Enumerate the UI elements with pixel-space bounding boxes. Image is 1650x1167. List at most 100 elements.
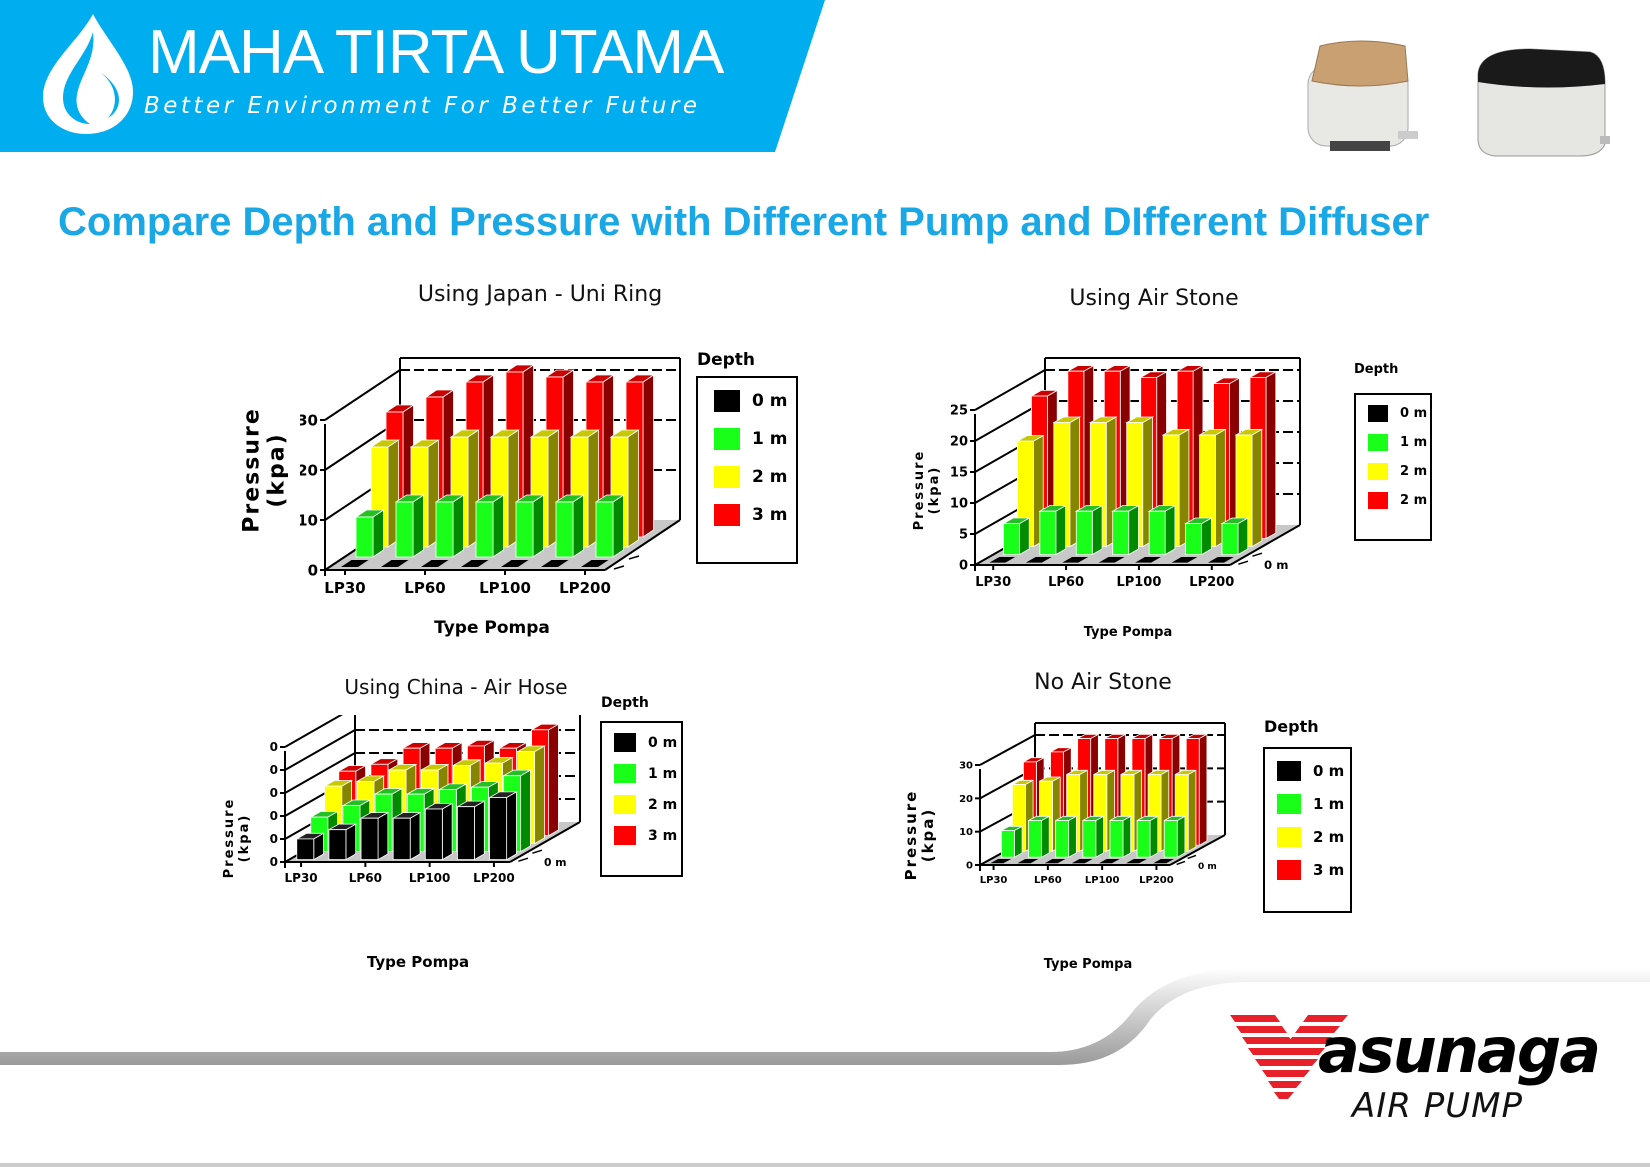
bar-0m-floor-tile <box>1153 859 1174 864</box>
legend-item: 2 m <box>714 466 796 488</box>
x-tick-label: LP60 <box>1048 575 1084 590</box>
y-tick-label: 10 <box>270 832 278 846</box>
bar-chart-no-air-stone: 0 10 20 30 0 m LP30 LP60 LP100 LP200 <box>959 722 1226 886</box>
chart-title: No Air Stone <box>1034 670 1172 695</box>
x-tick-label: LP100 <box>1116 575 1161 590</box>
legend-label: 0 m <box>1400 406 1428 421</box>
bar-1m <box>395 501 414 558</box>
brand-name: MAHA TIRTA UTAMA <box>148 18 724 87</box>
bar-1m <box>1148 510 1166 555</box>
x-tick-label: LP200 <box>1189 575 1234 590</box>
y-axis-label-line: (kpa) <box>237 813 252 863</box>
bar-0m-floor-tile <box>1171 557 1198 563</box>
bar-0m-floor-tile <box>501 560 529 567</box>
legend-label: 1 m <box>752 429 788 449</box>
bar-2m-side <box>1187 769 1197 852</box>
depth-axis <box>509 821 581 863</box>
bar-1m <box>595 501 614 558</box>
bar-0m-floor-tile <box>1135 557 1161 563</box>
bar-1m-side <box>1201 517 1212 556</box>
bar-1m-side <box>1176 815 1186 858</box>
legend-swatch <box>1368 492 1388 509</box>
side-wall-line <box>284 729 356 771</box>
bar-chart-china-air-hose: 0 10 20 30 40 50 0 m LP30 LP60 LP100 LP200 <box>270 715 581 885</box>
pump-image-small <box>1307 40 1418 151</box>
side-wall-line <box>324 369 401 421</box>
bar-2m-side <box>1251 428 1263 548</box>
legend-label: 0 m <box>648 734 678 751</box>
legend-item: 2 m <box>1277 827 1350 847</box>
bar-chart-air-stone: 0 5 10 15 20 25 0 m LP30 LP60 LP100 LP200 <box>950 357 1301 590</box>
header-banner <box>0 0 825 152</box>
yasunaga-logo-icon <box>1230 1015 1348 1099</box>
bar-1m <box>1112 510 1130 555</box>
legend-item: 1 m <box>714 428 796 450</box>
depth-tick <box>628 555 640 560</box>
legend-title: Depth <box>697 350 756 370</box>
bar-1m-side <box>1055 504 1067 556</box>
y-tick-label: 40 <box>270 763 278 777</box>
legend-label: 1 m <box>1400 435 1428 450</box>
bar-1m <box>1028 820 1042 858</box>
bar-0m <box>392 817 411 860</box>
bar-1m <box>515 501 534 558</box>
bar-0m <box>360 817 379 860</box>
legend-swatch <box>1368 463 1388 480</box>
bar-0m-floor-tile <box>1098 859 1120 864</box>
x-axis-label: Type Pompa <box>1043 957 1133 972</box>
bar-1m <box>475 501 494 558</box>
bar-1m-side <box>1237 517 1249 556</box>
legend-label: 3 m <box>648 827 678 844</box>
bar-0m-floor-tile <box>1062 557 1089 563</box>
legend-swatch <box>614 795 636 814</box>
chart-title: Using China - Air Hose <box>344 675 568 699</box>
bar-0m-side <box>474 800 485 861</box>
legend-swatch <box>614 764 636 783</box>
y-tick-label: 20 <box>959 794 973 805</box>
y-axis-label-line: Pressure <box>239 407 265 533</box>
legend-item: 3 m <box>714 504 796 526</box>
legend-swatch <box>714 466 740 488</box>
bar-1m-side <box>612 494 624 558</box>
bar-0m-floor-tile <box>421 560 449 567</box>
y-axis-label-line: (kpa) <box>265 432 290 508</box>
legend-label: 1 m <box>648 765 678 782</box>
legend-item: 0 m <box>1277 761 1350 781</box>
brand-tagline: Better Environment For Better Future <box>144 93 701 119</box>
x-tick-label: LP30 <box>285 871 318 885</box>
bar-0m-floor-tile <box>541 560 569 567</box>
depth-tick <box>518 857 529 862</box>
side-wall-line <box>979 734 1036 766</box>
bar-1m-side <box>1068 815 1077 858</box>
x-axis-label: Type Pompa <box>434 618 550 638</box>
legend-swatch <box>714 428 740 450</box>
legend-swatch <box>714 390 740 412</box>
bar-0m-floor-tile <box>341 560 369 567</box>
legend-title: Depth <box>1354 362 1399 377</box>
y-tick-label: 0 <box>966 861 973 872</box>
bar-1m-side <box>1019 517 1030 556</box>
y-tick-label: 10 <box>300 511 318 529</box>
depth-tick <box>1252 552 1263 557</box>
legend-item: 2 m <box>614 795 681 814</box>
bar-1m <box>1055 820 1070 858</box>
bar-1m <box>1109 820 1124 858</box>
y-axis-label-line: Pressure <box>901 789 920 881</box>
depth-tick <box>613 565 625 570</box>
bar-0m-floor-tile <box>1044 859 1066 864</box>
bar-1m-side <box>412 494 424 558</box>
bar-1m <box>355 516 374 558</box>
bar-1m <box>1136 820 1151 858</box>
bar-0m <box>296 838 315 861</box>
chart-title: Using Japan - Uni Ring <box>417 282 663 307</box>
y-tick-label: 10 <box>959 827 973 838</box>
bar-1m <box>1163 820 1178 858</box>
legend-item: 0 m <box>614 733 681 752</box>
bar-0m-floor-tile <box>1098 557 1125 563</box>
bar-0m-side <box>441 802 453 861</box>
legend-item: 3 m <box>1277 860 1350 880</box>
bar-1m-side <box>1128 504 1139 556</box>
bar-3m-side <box>1198 733 1208 846</box>
bar-1m <box>435 501 454 558</box>
legend-label: 2 m <box>752 467 788 487</box>
